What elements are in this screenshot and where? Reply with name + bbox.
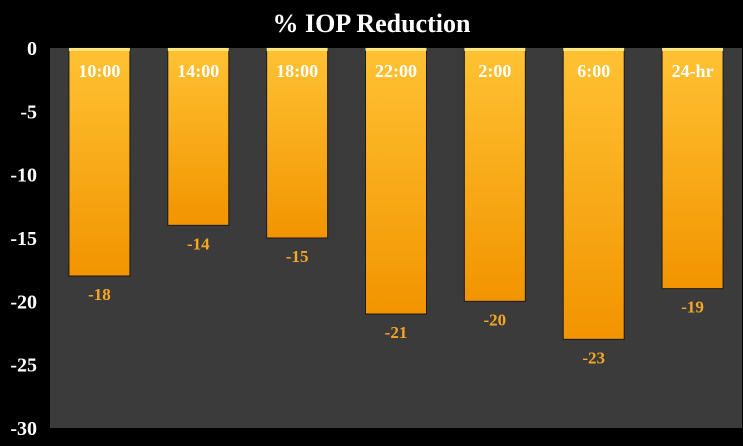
y-tick-label: -30 <box>10 418 37 440</box>
bars <box>68 47 724 340</box>
value-label: -18 <box>88 285 111 304</box>
bar-top-edge <box>68 48 130 51</box>
value-label: -21 <box>385 323 408 342</box>
bar-top-edge <box>167 48 229 51</box>
y-tick-label: 0 <box>27 38 37 60</box>
y-tick-label: -5 <box>20 101 37 123</box>
y-axis-ticks: 0 -5 -10 -15 -20 -25 -30 <box>10 38 37 440</box>
bar-top-edge <box>464 48 526 51</box>
y-tick-label: -25 <box>10 355 37 377</box>
category-label: 2:00 <box>478 61 511 81</box>
category-label: 24-hr <box>672 61 714 81</box>
y-tick-label: -10 <box>10 165 37 187</box>
bar-top-edge <box>563 48 625 51</box>
bar-top-edge <box>662 48 724 51</box>
chart-title: % IOP Reduction <box>273 9 471 38</box>
category-label: 6:00 <box>577 61 610 81</box>
category-label: 18:00 <box>276 61 318 81</box>
bar <box>661 47 724 290</box>
value-labels: -18 -14 -15 -21 -20 -23 -19 <box>88 234 704 367</box>
bar <box>562 47 625 340</box>
value-label: -14 <box>187 234 210 253</box>
bar-top-edge <box>365 48 427 51</box>
bar-top-edge <box>266 48 328 51</box>
bar <box>365 47 427 315</box>
category-label: 10:00 <box>78 61 120 81</box>
value-label: -20 <box>484 310 507 329</box>
value-label: -15 <box>286 247 309 266</box>
category-labels: 10:00 14:00 18:00 22:00 2:00 6:00 24-hr <box>78 61 713 81</box>
bar <box>167 47 230 226</box>
value-label: -19 <box>681 298 704 317</box>
y-tick-label: -15 <box>10 228 37 250</box>
bar <box>463 47 526 302</box>
category-label: 22:00 <box>375 61 417 81</box>
bar <box>266 47 329 239</box>
bar <box>68 47 131 277</box>
category-label: 14:00 <box>177 61 219 81</box>
y-tick-label: -20 <box>10 291 37 313</box>
value-label: -23 <box>582 348 605 367</box>
